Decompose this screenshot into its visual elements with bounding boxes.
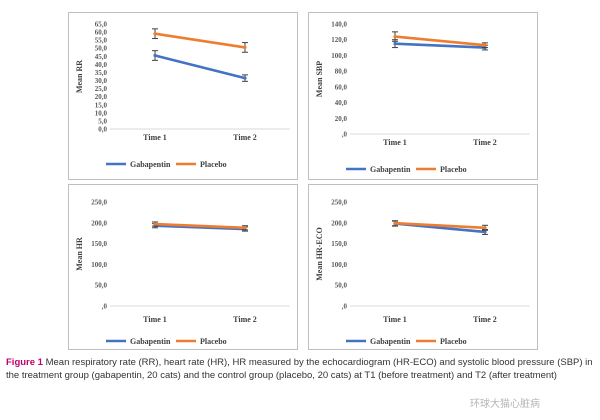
data-point-placebo (243, 226, 247, 230)
legend-label-gabapentin: Gabapentin (130, 337, 171, 346)
caption-label: Figure 1 (6, 357, 43, 368)
x-tick-label: Time 2 (473, 138, 497, 147)
x-tick-label: Time 2 (473, 315, 497, 324)
y-tick-label: 150,0 (91, 240, 107, 248)
chart-svg: ,0 50,0 100,0 150,0 200,0 250,0 Mean HR-ECO Tim… (308, 184, 538, 350)
y-tick-label: 60,0 (335, 83, 348, 91)
data-point-placebo (393, 221, 397, 225)
chart-panel-sbp: ,0 20,0 40,0 60,0 80,0 100,0 120,0 140,0 Mean SB… (308, 12, 538, 180)
x-tick-label: Time 1 (143, 315, 167, 324)
y-tick-label: 65,0 (95, 21, 108, 29)
y-tick-label: 80,0 (335, 68, 348, 76)
x-tick-label: Time 2 (233, 315, 257, 324)
y-tick-label: 200,0 (91, 219, 107, 227)
series-line-placebo (393, 35, 487, 47)
y-tick-label: 250,0 (331, 199, 347, 207)
y-tick-label: 60,0 (95, 29, 108, 37)
y-axis-label: Mean HR (75, 237, 84, 271)
data-point-gabapentin (483, 230, 487, 234)
x-tick-label: Time 1 (383, 138, 407, 147)
watermark: 环球大猫心脏病 (470, 399, 540, 410)
y-tick-label: 55,0 (95, 37, 108, 45)
series-line-gabapentin (153, 54, 247, 80)
series-line-placebo (153, 32, 247, 49)
data-point-placebo (483, 226, 487, 230)
caption-text: Mean respiratory rate (RR), heart rate (… (6, 357, 593, 381)
y-tick-label: 10,0 (95, 109, 108, 117)
y-tick-label: 50,0 (95, 45, 108, 53)
y-tick-label: 25,0 (95, 85, 108, 93)
legend-label-placebo: Placebo (200, 160, 227, 169)
data-point-placebo (153, 222, 157, 226)
legend-label-gabapentin: Gabapentin (370, 337, 411, 346)
series-line-placebo (153, 222, 247, 230)
series-line-placebo (393, 221, 487, 230)
y-tick-label: 200,0 (331, 219, 347, 227)
y-tick-label: 20,0 (95, 93, 108, 101)
legend-label-gabapentin: Gabapentin (370, 165, 411, 174)
data-point-placebo (483, 43, 487, 47)
data-point-placebo (153, 32, 157, 36)
y-tick-label: 5,0 (98, 117, 107, 125)
legend-label-gabapentin: Gabapentin (130, 160, 171, 169)
series-line-gabapentin (153, 224, 247, 231)
y-tick-label: 50,0 (95, 282, 108, 290)
y-tick-label: 140,0 (331, 21, 347, 29)
y-tick-label: 250,0 (91, 199, 107, 207)
y-tick-label: 100,0 (331, 52, 347, 60)
data-point-gabapentin (393, 42, 397, 46)
legend-label-placebo: Placebo (200, 337, 227, 346)
y-tick-label: 40,0 (95, 61, 108, 69)
y-tick-label: 100,0 (91, 261, 107, 269)
y-tick-label: 40,0 (335, 99, 348, 107)
y-tick-label: 15,0 (95, 101, 108, 109)
chart-svg: ,0 20,0 40,0 60,0 80,0 100,0 120,0 140,0 Mean SB… (308, 12, 538, 180)
y-tick-label: 35,0 (95, 69, 108, 77)
x-tick-label: Time 1 (383, 315, 407, 324)
x-tick-label: Time 2 (233, 133, 257, 142)
y-axis-label: Mean HR-ECO (315, 227, 324, 281)
y-tick-label: 20,0 (335, 115, 348, 123)
figure-caption: Figure 1 Mean respiratory rate (RR), hea… (6, 356, 594, 382)
y-tick-label: 120,0 (331, 36, 347, 44)
y-tick-label: 45,0 (95, 53, 108, 61)
chart-panel-rr: 0,0 5,0 10,0 15,0 20,0 25,0 30,0 35,0 40,0 45,0 50… (68, 12, 298, 180)
y-tick-label: 100,0 (331, 261, 347, 269)
legend-label-placebo: Placebo (440, 337, 467, 346)
data-point-placebo (393, 34, 397, 39)
chart-svg: ,0 50,0 100,0 150,0 200,0 250,0 Mean HR Time 1 T… (68, 184, 298, 350)
y-tick-label: ,0 (102, 303, 108, 311)
legend-label-placebo: Placebo (440, 165, 467, 174)
y-tick-label: 50,0 (335, 282, 348, 290)
figure-grid: 0,0 5,0 10,0 15,0 20,0 25,0 30,0 35,0 40,0 45,0 50… (68, 12, 538, 350)
data-point-placebo (243, 45, 247, 50)
y-tick-label: 0,0 (98, 126, 107, 134)
y-axis-label: Mean SBP (315, 61, 324, 97)
chart-panel-hr-eco: ,0 50,0 100,0 150,0 200,0 250,0 Mean HR-ECO Tim… (308, 184, 538, 350)
data-point-gabapentin (243, 76, 247, 80)
chart-panel-hr: ,0 50,0 100,0 150,0 200,0 250,0 Mean HR Time 1 T… (68, 184, 298, 350)
chart-svg: 0,05,010,015,020,025,030,035,040,045,050… (68, 12, 298, 180)
y-tick-label: ,0 (342, 131, 348, 139)
y-tick-label: 30,0 (95, 77, 108, 85)
y-tick-label: 150,0 (331, 240, 347, 248)
series-line-gabapentin (393, 42, 487, 49)
y-axis-label: Mean RR (75, 60, 84, 93)
y-tick-label: ,0 (342, 303, 348, 311)
x-tick-label: Time 1 (143, 133, 167, 142)
chart-frame (68, 184, 298, 350)
chart-frame (68, 12, 298, 180)
data-point-gabapentin (153, 53, 157, 58)
chart-frame (308, 184, 538, 350)
